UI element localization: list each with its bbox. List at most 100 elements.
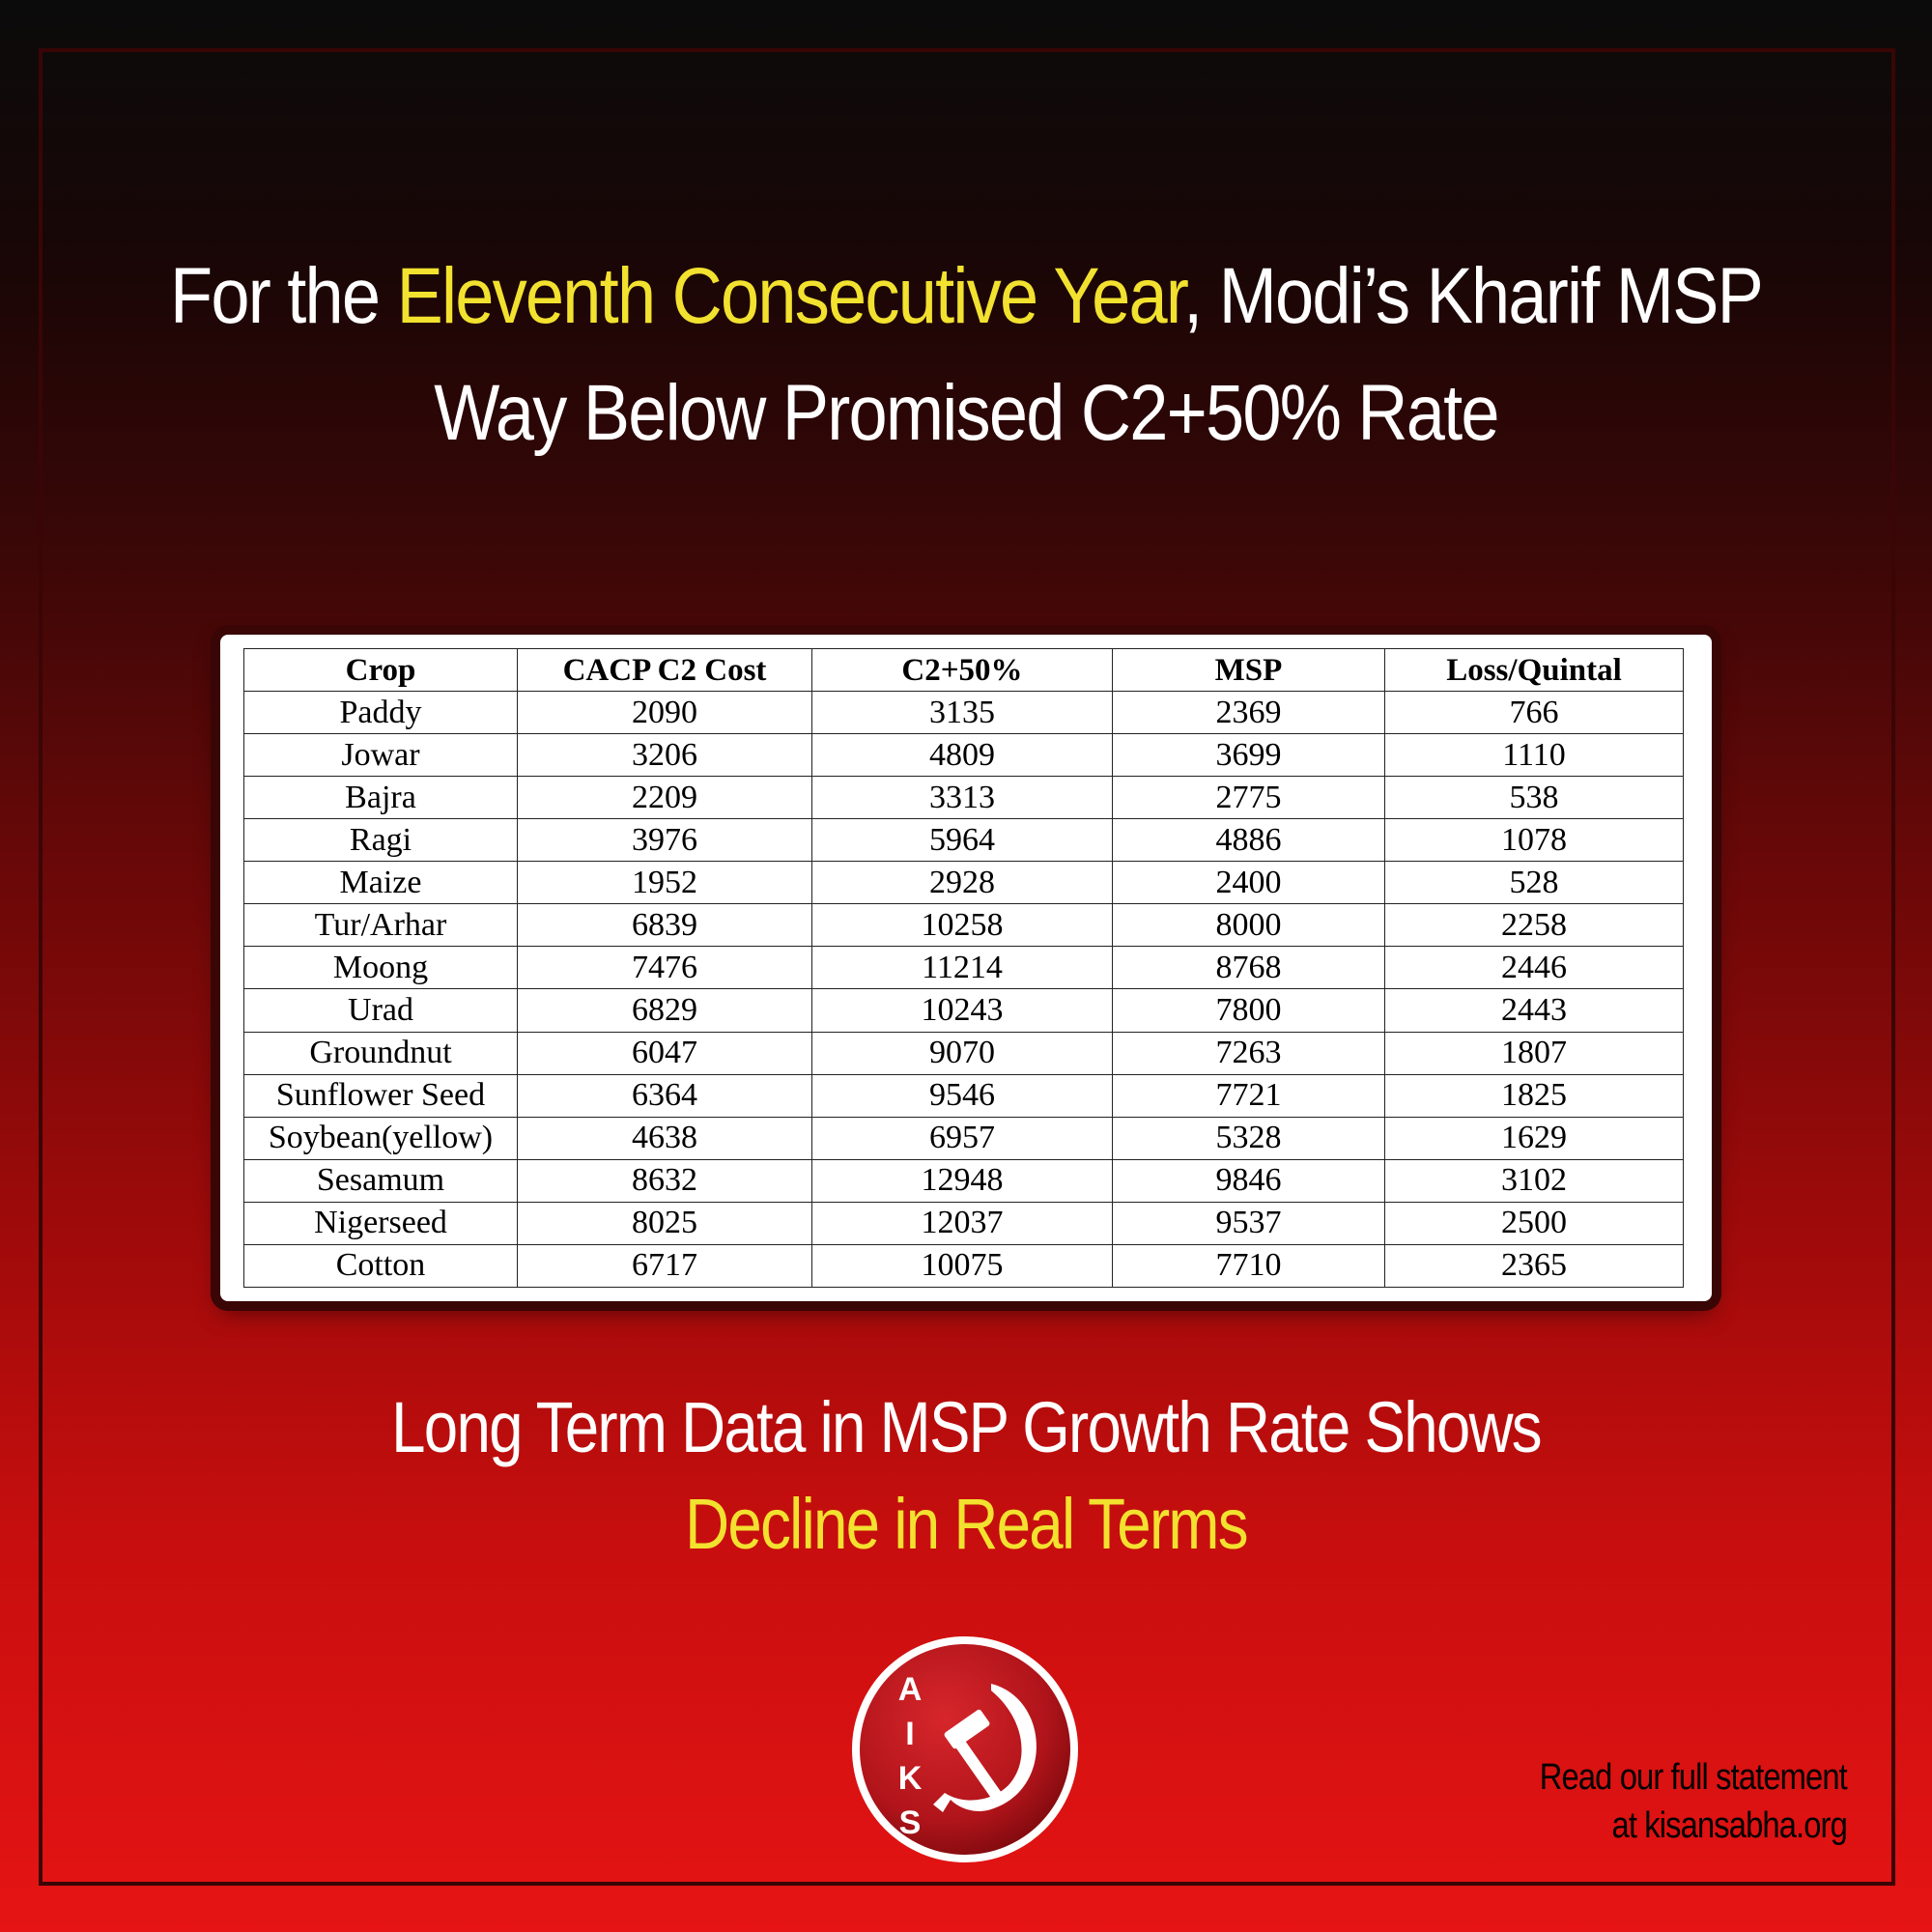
cell-msp: 7263 <box>1112 1031 1385 1075</box>
header-msp: MSP <box>1112 648 1385 692</box>
aiks-logo: A I K S <box>846 1631 1084 1868</box>
cell-loss: 2446 <box>1384 946 1684 990</box>
cell-loss: 1078 <box>1384 818 1684 863</box>
cell-c2-plus-50: 10075 <box>811 1243 1113 1289</box>
cell-loss: 3102 <box>1384 1158 1684 1203</box>
cell-c2-cost: 6839 <box>517 903 812 948</box>
header-c2-cost: CACP C2 Cost <box>517 648 812 692</box>
cell-loss: 766 <box>1384 690 1684 735</box>
cell-c2-plus-50: 3313 <box>811 776 1113 820</box>
header-crop: Crop <box>243 648 518 692</box>
cell-c2-plus-50: 9070 <box>811 1031 1113 1075</box>
cell-crop: Maize <box>243 861 518 905</box>
cell-c2-cost: 6717 <box>517 1243 812 1289</box>
cell-crop: Soybean(yellow) <box>243 1116 518 1160</box>
cell-c2-cost: 8025 <box>517 1201 812 1245</box>
cell-c2-cost: 2090 <box>517 690 812 735</box>
table-row: Cotton 6717 10075 7710 2365 <box>243 1243 1684 1289</box>
table-row: Sesamum 8632 12948 9846 3102 <box>243 1158 1684 1203</box>
table-row: Jowar 3206 4809 3699 1110 <box>243 733 1684 778</box>
cell-c2-plus-50: 9546 <box>811 1073 1113 1118</box>
footer-line-2: at kisansabha.org <box>1611 1805 1848 1846</box>
cell-crop: Urad <box>243 988 518 1033</box>
cell-crop: Bajra <box>243 776 518 820</box>
logo-letter-s: S <box>899 1804 922 1841</box>
cell-loss: 1825 <box>1384 1073 1684 1118</box>
header-c2-plus-50: C2+50% <box>811 648 1113 692</box>
cell-c2-cost: 2209 <box>517 776 812 820</box>
page-border-frame <box>39 48 1895 1886</box>
cell-loss: 2500 <box>1384 1201 1684 1245</box>
cell-msp: 2369 <box>1112 690 1385 735</box>
cell-c2-cost: 6364 <box>517 1073 812 1118</box>
cell-c2-plus-50: 3135 <box>811 690 1113 735</box>
subheading-line-1: Long Term Data in MSP Growth Rate Shows <box>391 1387 1543 1467</box>
cell-c2-plus-50: 2928 <box>811 861 1113 905</box>
cell-msp: 8768 <box>1112 946 1385 990</box>
cell-crop: Sesamum <box>243 1158 518 1203</box>
cell-crop: Nigerseed <box>243 1201 518 1245</box>
aiks-logo-graphic: A I K S <box>852 1636 1078 1862</box>
cell-crop: Cotton <box>243 1243 518 1289</box>
table-row: Ragi 3976 5964 4886 1078 <box>243 818 1684 863</box>
table-row: Bajra 2209 3313 2775 538 <box>243 776 1684 820</box>
table-row: Sunflower Seed 6364 9546 7721 1825 <box>243 1073 1684 1118</box>
headline-line-2: Way Below Promised C2+50% Rate <box>434 369 1499 457</box>
cell-c2-plus-50: 11214 <box>811 946 1113 990</box>
header-loss-per-quintal: Loss/Quintal <box>1384 648 1684 692</box>
logo-letter-i: I <box>905 1716 914 1752</box>
cell-msp: 9846 <box>1112 1158 1385 1203</box>
cell-loss: 1110 <box>1384 733 1684 778</box>
table-row: Tur/Arhar 6839 10258 8000 2258 <box>243 903 1684 948</box>
subheading-line-2: Decline in Real Terms <box>685 1484 1248 1564</box>
cell-c2-cost: 8632 <box>517 1158 812 1203</box>
cell-c2-plus-50: 12037 <box>811 1201 1113 1245</box>
cell-msp: 7800 <box>1112 988 1385 1033</box>
logo-letter-k: K <box>898 1760 923 1797</box>
cell-loss: 538 <box>1384 776 1684 820</box>
cell-c2-plus-50: 6957 <box>811 1116 1113 1160</box>
cell-msp: 7721 <box>1112 1073 1385 1118</box>
cell-c2-plus-50: 12948 <box>811 1158 1113 1203</box>
table-header-row: Crop CACP C2 Cost C2+50% MSP Loss/Quinta… <box>243 648 1684 692</box>
cell-c2-cost: 1952 <box>517 861 812 905</box>
cell-c2-plus-50: 5964 <box>811 818 1113 863</box>
cell-loss: 2443 <box>1384 988 1684 1033</box>
cell-c2-plus-50: 10243 <box>811 988 1113 1033</box>
table-row: Paddy 2090 3135 2369 766 <box>243 690 1684 735</box>
cell-msp: 2400 <box>1112 861 1385 905</box>
table-row: Soybean(yellow) 4638 6957 5328 1629 <box>243 1116 1684 1160</box>
cell-loss: 2365 <box>1384 1243 1684 1289</box>
cell-c2-cost: 4638 <box>517 1116 812 1160</box>
footer-note: Read our full statement at kisansabha.or… <box>1540 1753 1848 1850</box>
hammer-sickle-icon <box>933 1684 1037 1812</box>
cell-loss: 528 <box>1384 861 1684 905</box>
cell-msp: 9537 <box>1112 1201 1385 1245</box>
cell-loss: 1629 <box>1384 1116 1684 1160</box>
logo-letter-a: A <box>898 1671 923 1708</box>
cell-msp: 2775 <box>1112 776 1385 820</box>
msp-table: Crop CACP C2 Cost C2+50% MSP Loss/Quinta… <box>243 648 1684 1289</box>
cell-msp: 7710 <box>1112 1243 1385 1289</box>
headline-line-1: For the Eleventh Consecutive Year, Modi’… <box>116 240 1816 354</box>
cell-crop: Ragi <box>243 818 518 863</box>
headline-line-1-end: , Modi’s Kharif MSP <box>1183 252 1764 340</box>
cell-c2-plus-50: 4809 <box>811 733 1113 778</box>
msp-table-card: Crop CACP C2 Cost C2+50% MSP Loss/Quinta… <box>220 635 1712 1301</box>
cell-loss: 1807 <box>1384 1031 1684 1075</box>
cell-c2-cost: 6047 <box>517 1031 812 1075</box>
headline-highlight: Eleventh Consecutive Year <box>396 252 1185 340</box>
cell-crop: Paddy <box>243 690 518 735</box>
cell-crop: Tur/Arhar <box>243 903 518 948</box>
cell-loss: 2258 <box>1384 903 1684 948</box>
cell-msp: 8000 <box>1112 903 1385 948</box>
table-row: Maize 1952 2928 2400 528 <box>243 861 1684 905</box>
table-row: Urad 6829 10243 7800 2443 <box>243 988 1684 1033</box>
cell-msp: 5328 <box>1112 1116 1385 1160</box>
cell-crop: Jowar <box>243 733 518 778</box>
cell-c2-plus-50: 10258 <box>811 903 1113 948</box>
table-row: Moong 7476 11214 8768 2446 <box>243 946 1684 990</box>
cell-crop: Moong <box>243 946 518 990</box>
headline-intro: For the <box>170 252 397 340</box>
table-row: Nigerseed 8025 12037 9537 2500 <box>243 1201 1684 1245</box>
